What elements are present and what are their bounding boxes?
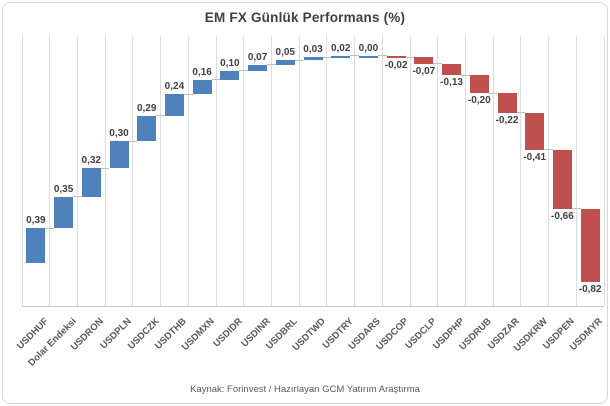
source-note: Kaynak: Forinvest / Hazırlayan GCM Yatır… xyxy=(190,384,420,395)
bar xyxy=(26,228,46,264)
bar xyxy=(552,149,572,209)
gridline xyxy=(381,36,383,306)
gridline xyxy=(21,36,23,306)
bar xyxy=(497,93,517,113)
bar xyxy=(220,70,240,80)
gridline xyxy=(409,36,411,306)
bar-label: 0,32 xyxy=(81,155,101,167)
bar xyxy=(109,141,129,169)
connector-line xyxy=(377,55,387,57)
connector-line xyxy=(433,63,443,65)
bar xyxy=(580,208,600,282)
connector-line xyxy=(571,208,581,210)
connector-line xyxy=(544,149,553,151)
connector-line xyxy=(73,196,82,198)
bar-label: -0,07 xyxy=(412,65,436,77)
bar xyxy=(525,112,545,150)
bar-label: 0,16 xyxy=(192,66,212,78)
bar-label: 0,02 xyxy=(330,42,351,54)
connector-line xyxy=(183,93,193,95)
gridline xyxy=(437,36,439,306)
connector-line xyxy=(267,64,276,66)
connector-line xyxy=(211,79,221,81)
gridline xyxy=(326,36,328,306)
bar-label: 0,30 xyxy=(109,128,129,140)
gridline xyxy=(215,36,217,306)
bar-label: 0,07 xyxy=(247,51,268,63)
bar xyxy=(248,64,268,71)
gridline xyxy=(548,36,550,306)
bar xyxy=(275,60,295,65)
bar-label: -0,22 xyxy=(495,114,519,126)
bar-label: -0,13 xyxy=(440,77,463,89)
gridline xyxy=(132,36,134,306)
bar-label: -0,02 xyxy=(384,59,408,71)
plot-area: 0,39 0,35 0,32 0,30 0,29 0,24 0,16 0,10 0,07 0,05… xyxy=(15,36,605,369)
gridline xyxy=(464,36,466,306)
gridline xyxy=(603,36,605,306)
gridline xyxy=(187,36,189,306)
bar-label: 0,00 xyxy=(358,42,379,54)
connector-line xyxy=(516,112,526,114)
gridline xyxy=(298,36,300,306)
gridline xyxy=(520,36,522,306)
bar xyxy=(81,168,101,197)
bar xyxy=(164,94,184,116)
connector-line xyxy=(322,56,332,58)
connector-line xyxy=(239,70,249,72)
bar-label: -0,66 xyxy=(551,210,574,222)
bar-label: 0,24 xyxy=(164,81,185,93)
bar-label: 0,35 xyxy=(53,183,74,195)
connector-line xyxy=(461,74,470,76)
gridline xyxy=(270,36,272,306)
gridline xyxy=(76,36,78,306)
connector-line xyxy=(100,167,110,169)
bar xyxy=(442,63,462,76)
bar-label: -0,41 xyxy=(523,151,547,163)
gridline xyxy=(492,36,494,306)
connector-line xyxy=(128,140,138,142)
bar-label: 0,03 xyxy=(303,44,323,56)
bar xyxy=(331,55,351,58)
connector-line xyxy=(45,227,55,229)
bar xyxy=(469,75,489,94)
bar xyxy=(192,79,212,95)
gridline xyxy=(575,36,577,306)
bar xyxy=(303,57,323,61)
connector-line xyxy=(350,55,359,57)
bar-label: 0,05 xyxy=(275,47,295,59)
bar xyxy=(414,57,434,64)
gridline xyxy=(160,36,162,306)
x-axis-line xyxy=(22,306,604,307)
chart-title: EM FX Günlük Performans (%) xyxy=(204,10,406,25)
bar-label: -0,20 xyxy=(467,95,491,107)
bar-label: 0,29 xyxy=(136,102,157,114)
gridline xyxy=(104,36,106,306)
bar-label: 0,39 xyxy=(26,215,46,227)
bar xyxy=(386,55,406,58)
bar xyxy=(137,115,157,142)
gridline xyxy=(243,36,245,306)
bar xyxy=(358,55,378,58)
bar-label: 0,10 xyxy=(220,57,240,69)
gridline xyxy=(49,36,51,306)
connector-line xyxy=(405,56,415,58)
connector-line xyxy=(294,59,304,61)
bar xyxy=(54,196,74,229)
bar-label: -0,82 xyxy=(578,283,602,295)
connector-line xyxy=(156,115,165,117)
gridline xyxy=(354,36,356,306)
connector-line xyxy=(488,92,498,94)
